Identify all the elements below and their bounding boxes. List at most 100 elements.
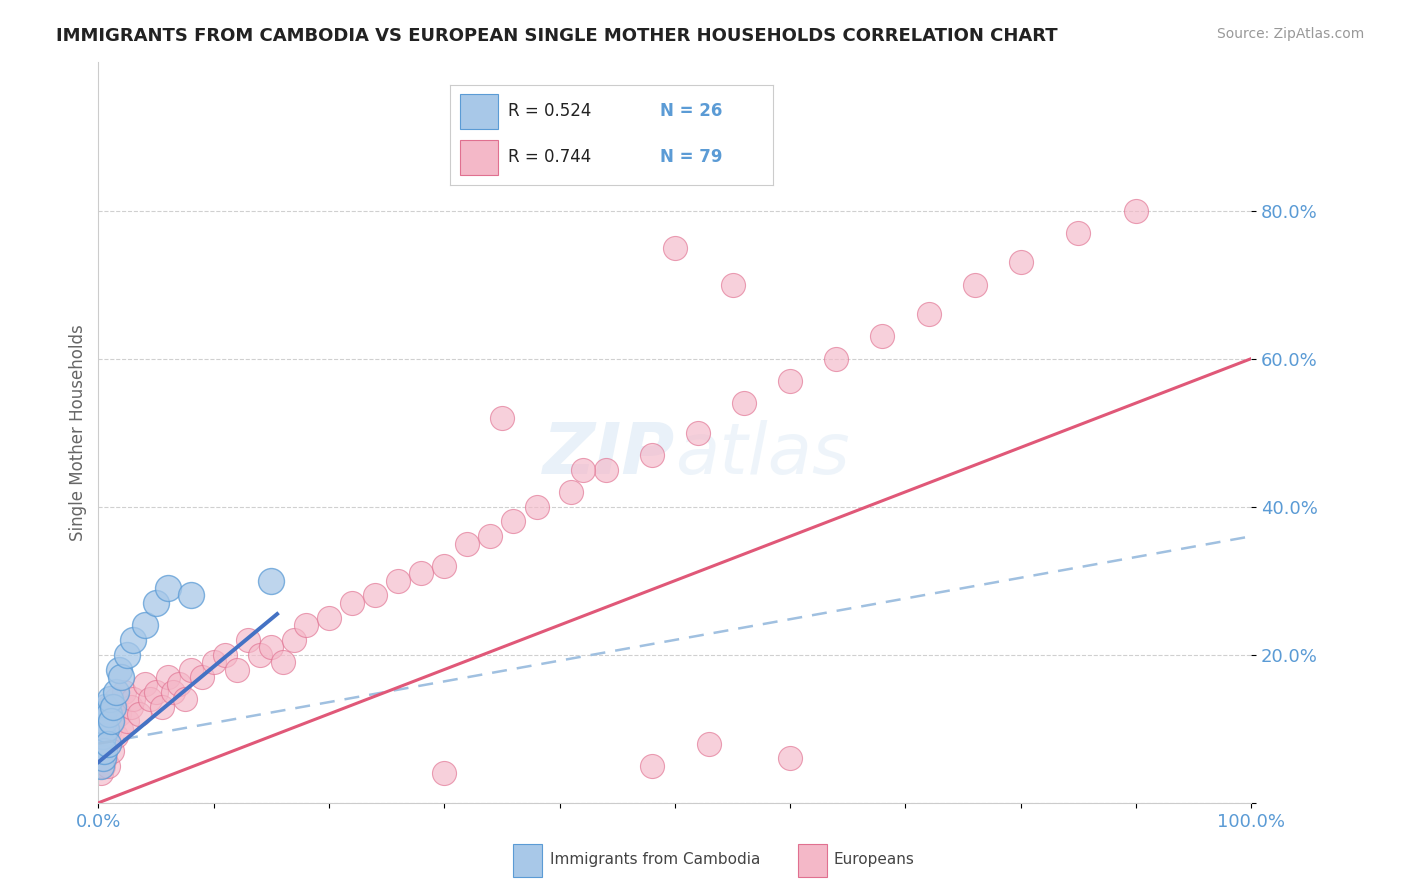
Point — [318, 610, 340, 624]
Point — [104, 692, 127, 706]
Point — [526, 500, 548, 514]
Point — [271, 655, 294, 669]
Point — [283, 632, 305, 647]
Point — [112, 685, 135, 699]
Point — [134, 677, 156, 691]
Point — [91, 758, 114, 772]
Point — [117, 714, 139, 729]
Point — [108, 663, 131, 677]
Point — [145, 685, 167, 699]
Point — [98, 692, 121, 706]
Point — [93, 706, 115, 721]
Point — [963, 277, 986, 292]
Point — [120, 699, 142, 714]
Point — [145, 596, 167, 610]
Point — [97, 699, 120, 714]
Point — [97, 758, 120, 772]
Point — [364, 589, 387, 603]
Point — [90, 751, 112, 765]
Point — [191, 670, 214, 684]
Point — [433, 766, 456, 780]
Point — [214, 648, 236, 662]
Point — [90, 737, 112, 751]
Point — [100, 706, 122, 721]
Point — [110, 670, 132, 684]
Point — [595, 462, 617, 476]
Point — [139, 692, 162, 706]
Point — [93, 744, 115, 758]
Point — [156, 581, 179, 595]
Point — [779, 751, 801, 765]
Point — [641, 448, 664, 462]
Point — [90, 722, 112, 736]
Point — [872, 329, 894, 343]
Point — [91, 751, 114, 765]
Text: ZIP: ZIP — [543, 420, 675, 490]
Point — [491, 410, 513, 425]
Point — [104, 729, 127, 743]
Point — [96, 722, 118, 736]
Point — [733, 396, 755, 410]
Point — [93, 714, 115, 729]
Text: Source: ZipAtlas.com: Source: ZipAtlas.com — [1216, 27, 1364, 41]
Point — [117, 648, 139, 662]
Point — [664, 240, 686, 255]
Point — [1010, 255, 1032, 269]
Point — [97, 706, 120, 721]
Point — [91, 737, 114, 751]
Point — [94, 729, 117, 743]
Point — [825, 351, 848, 366]
Point — [110, 722, 132, 736]
Point — [89, 729, 111, 743]
Point — [94, 699, 117, 714]
Point — [174, 692, 197, 706]
Point — [180, 663, 202, 677]
Text: atlas: atlas — [675, 420, 849, 490]
Point — [779, 374, 801, 388]
Point — [1125, 203, 1147, 218]
Point — [94, 751, 117, 765]
Point — [90, 766, 112, 780]
Point — [97, 737, 120, 751]
Point — [1067, 226, 1090, 240]
Point — [225, 663, 247, 677]
Point — [91, 729, 114, 743]
Point — [571, 462, 593, 476]
Point — [134, 618, 156, 632]
Point — [202, 655, 225, 669]
Point — [103, 699, 125, 714]
Point — [90, 758, 112, 772]
Point — [104, 685, 127, 699]
Point — [90, 722, 112, 736]
Bar — [513, 844, 543, 877]
Point — [917, 307, 939, 321]
Point — [295, 618, 318, 632]
Point — [90, 706, 112, 721]
Point — [93, 744, 115, 758]
Point — [502, 515, 524, 529]
Point — [167, 677, 190, 691]
Point — [108, 706, 131, 721]
Point — [238, 632, 260, 647]
Point — [433, 558, 456, 573]
Y-axis label: Single Mother Households: Single Mother Households — [69, 325, 87, 541]
Point — [100, 714, 122, 729]
Point — [122, 692, 145, 706]
Point — [641, 758, 664, 772]
Point — [686, 425, 709, 440]
Point — [721, 277, 744, 292]
Point — [699, 737, 721, 751]
Text: Europeans: Europeans — [834, 853, 915, 867]
Point — [249, 648, 271, 662]
Point — [162, 685, 184, 699]
Point — [96, 722, 118, 736]
Point — [387, 574, 409, 588]
Point — [180, 589, 202, 603]
Point — [122, 632, 145, 647]
Point — [560, 484, 582, 499]
Text: IMMIGRANTS FROM CAMBODIA VS EUROPEAN SINGLE MOTHER HOUSEHOLDS CORRELATION CHART: IMMIGRANTS FROM CAMBODIA VS EUROPEAN SIN… — [56, 27, 1057, 45]
Bar — [799, 844, 827, 877]
Point — [128, 706, 150, 721]
Point — [156, 670, 179, 684]
Point — [89, 744, 111, 758]
